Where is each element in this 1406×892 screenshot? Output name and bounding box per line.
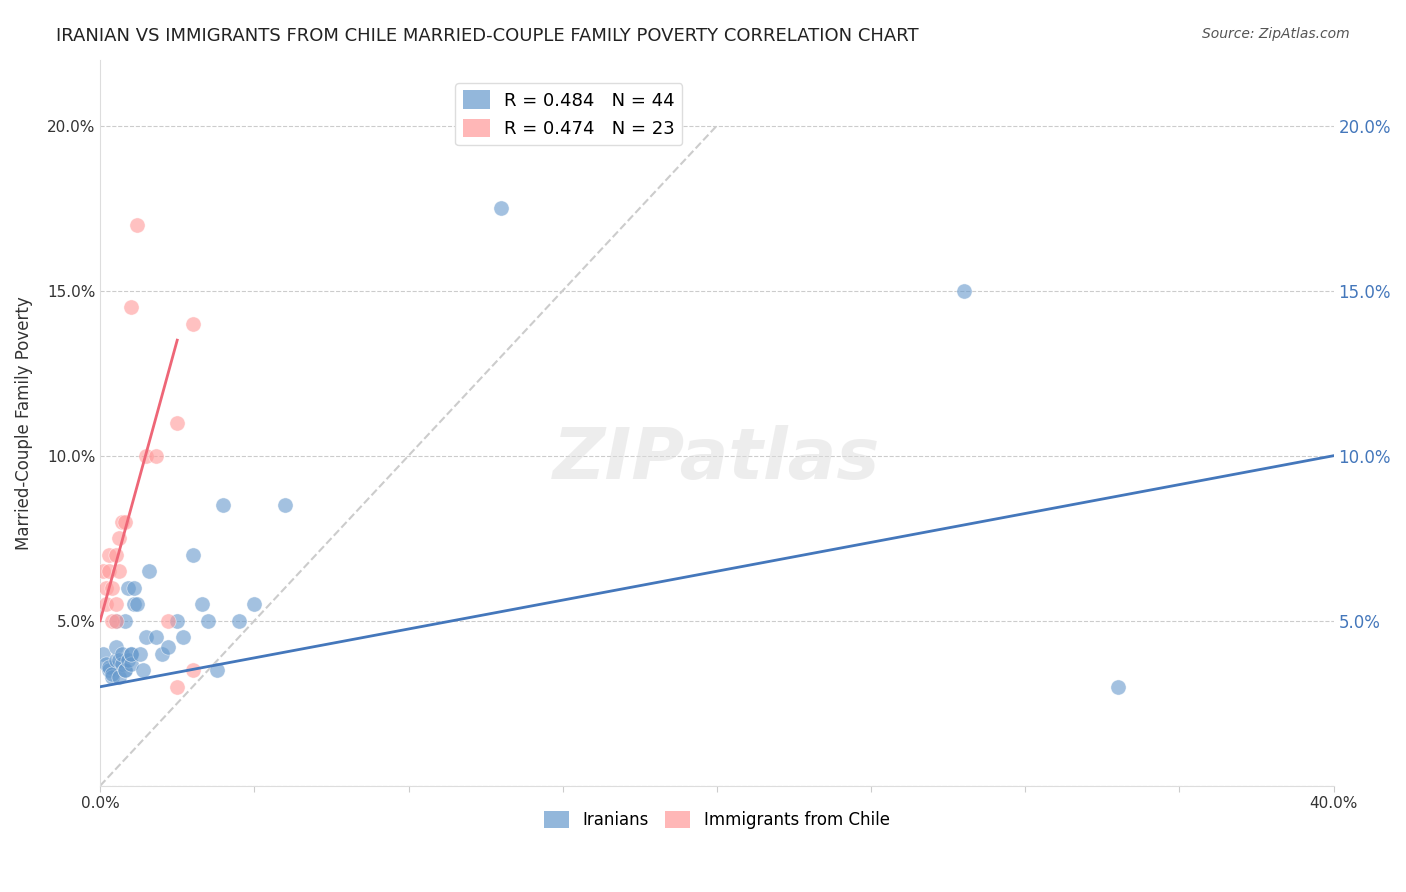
Point — [107, 670, 129, 684]
Point — [101, 670, 124, 684]
Point — [135, 630, 157, 644]
Point — [107, 653, 129, 667]
Point — [181, 663, 204, 677]
Text: IRANIAN VS IMMIGRANTS FROM CHILE MARRIED-COUPLE FAMILY POVERTY CORRELATION CHART: IRANIAN VS IMMIGRANTS FROM CHILE MARRIED… — [56, 27, 920, 45]
Point — [104, 640, 127, 655]
Point — [96, 657, 118, 671]
Point — [181, 317, 204, 331]
Point — [952, 284, 974, 298]
Point — [132, 663, 155, 677]
Point — [98, 663, 121, 677]
Point — [129, 647, 152, 661]
Point — [114, 663, 136, 677]
Point — [101, 666, 124, 681]
Point — [135, 449, 157, 463]
Point — [489, 201, 512, 215]
Point — [104, 653, 127, 667]
Point — [197, 614, 219, 628]
Point — [166, 680, 188, 694]
Point — [104, 548, 127, 562]
Point — [120, 647, 142, 661]
Point — [91, 564, 114, 578]
Point — [98, 564, 121, 578]
Point — [1107, 680, 1129, 694]
Point — [228, 614, 250, 628]
Point — [243, 597, 266, 611]
Y-axis label: Married-Couple Family Poverty: Married-Couple Family Poverty — [15, 296, 32, 549]
Point — [98, 548, 121, 562]
Point — [145, 630, 167, 644]
Point — [122, 581, 145, 595]
Point — [138, 564, 160, 578]
Point — [145, 449, 167, 463]
Point — [120, 647, 142, 661]
Point — [104, 614, 127, 628]
Point — [114, 515, 136, 529]
Point — [191, 597, 214, 611]
Point — [111, 657, 134, 671]
Point — [156, 640, 179, 655]
Point — [122, 597, 145, 611]
Point — [212, 498, 235, 512]
Point — [96, 597, 118, 611]
Point — [150, 647, 173, 661]
Point — [156, 614, 179, 628]
Point — [274, 498, 297, 512]
Point — [166, 416, 188, 430]
Point — [98, 660, 121, 674]
Legend: Iranians, Immigrants from Chile: Iranians, Immigrants from Chile — [537, 804, 897, 836]
Point — [111, 515, 134, 529]
Point — [166, 614, 188, 628]
Point — [207, 663, 229, 677]
Point — [127, 218, 149, 232]
Point — [107, 564, 129, 578]
Point — [120, 657, 142, 671]
Point — [111, 647, 134, 661]
Point — [104, 614, 127, 628]
Point — [104, 597, 127, 611]
Point — [120, 300, 142, 314]
Point — [172, 630, 194, 644]
Point — [117, 581, 139, 595]
Text: ZIPatlas: ZIPatlas — [553, 425, 880, 493]
Point — [101, 581, 124, 595]
Point — [114, 663, 136, 677]
Point — [101, 614, 124, 628]
Point — [107, 531, 129, 545]
Point — [127, 597, 149, 611]
Point — [181, 548, 204, 562]
Point — [91, 647, 114, 661]
Text: Source: ZipAtlas.com: Source: ZipAtlas.com — [1202, 27, 1350, 41]
Point — [114, 614, 136, 628]
Point — [96, 581, 118, 595]
Point — [117, 653, 139, 667]
